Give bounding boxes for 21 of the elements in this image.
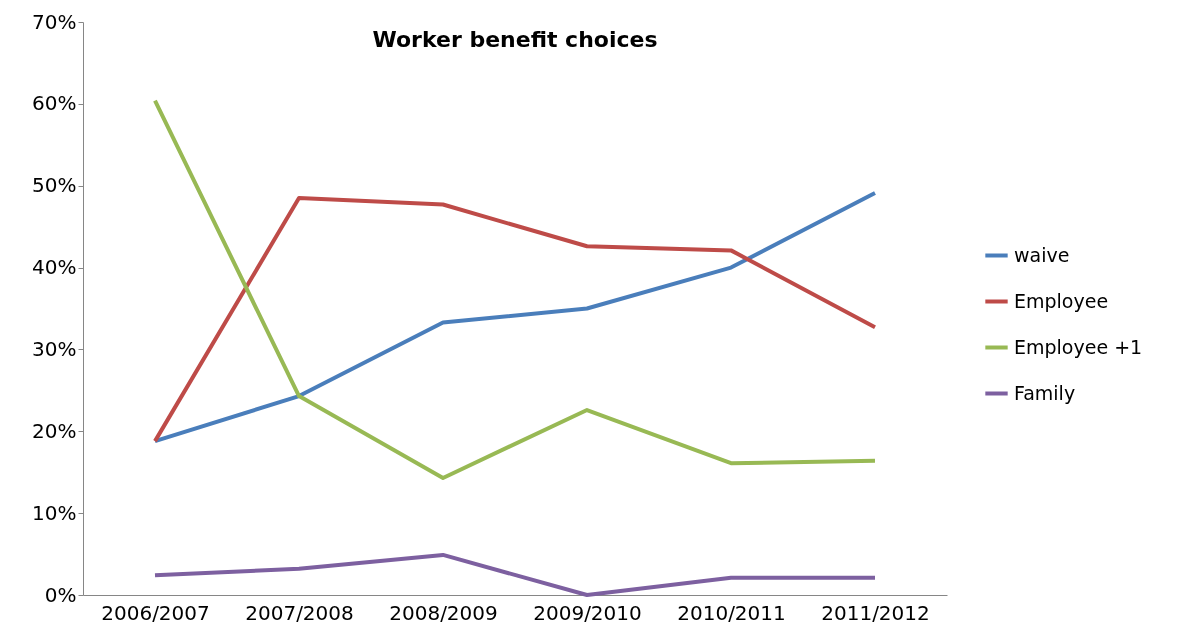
y-tick-label: 0% — [44, 582, 77, 607]
y-tick-label: 40% — [32, 255, 77, 280]
x-tick-label: 2006/2007 — [101, 600, 210, 625]
legend-label: Employee — [1014, 289, 1109, 312]
legend-label: Employee +1 — [1014, 335, 1143, 358]
line-series — [153, 552, 877, 597]
x-tick-label: 2011/2012 — [821, 600, 930, 625]
legend-label: Family — [1014, 381, 1076, 404]
y-tick-label: 30% — [32, 336, 77, 361]
x-tick-label: 2007/2008 — [245, 600, 354, 625]
y-tick-label: 60% — [32, 91, 77, 116]
y-tick-label: 10% — [32, 500, 77, 525]
legend-label: waive — [1014, 243, 1070, 266]
y-tick-label: 50% — [32, 173, 77, 198]
y-tick-label: 70% — [32, 9, 77, 34]
x-tick-label: 2009/2010 — [533, 600, 642, 625]
line-series — [153, 98, 877, 480]
x-tick-label: 2010/2011 — [677, 600, 786, 625]
y-tick-label: 20% — [32, 418, 77, 443]
x-tick-label: 2008/2009 — [389, 600, 498, 625]
chart-title: Worker benefit choices — [372, 27, 658, 52]
